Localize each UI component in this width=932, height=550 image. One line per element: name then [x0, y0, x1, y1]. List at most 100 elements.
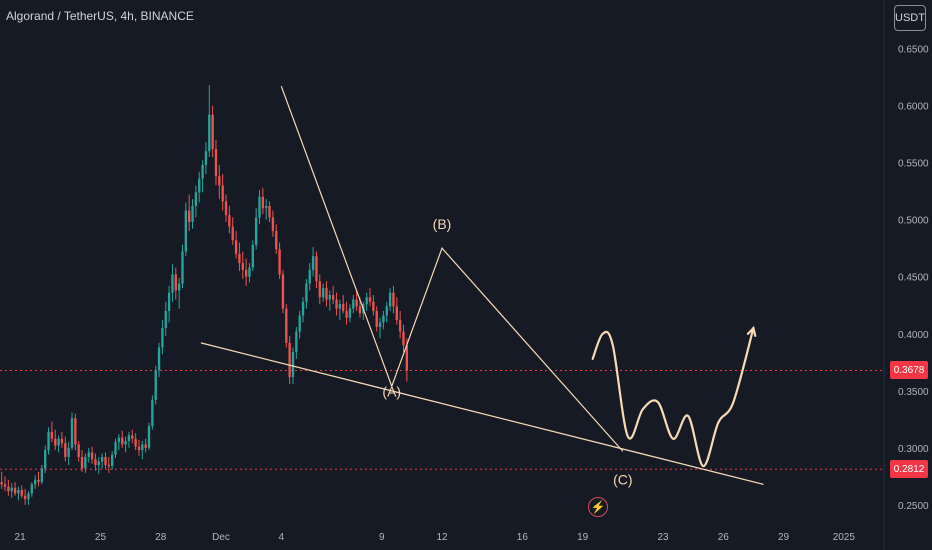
time-tick-label: 21: [15, 532, 27, 543]
candle-body: [90, 452, 94, 460]
price-tick-label: 0.4000: [898, 330, 929, 341]
candle-body: [20, 490, 23, 496]
candle-body: [57, 438, 60, 446]
candle-body: [3, 484, 7, 487]
candle-body: [388, 292, 392, 307]
candle-body: [111, 454, 114, 467]
candle-body: [345, 310, 348, 318]
candle-body: [375, 310, 378, 327]
candle-body: [221, 185, 224, 202]
candle-body: [10, 487, 13, 492]
candle-body: [164, 310, 167, 329]
candle-body: [214, 148, 218, 177]
candle-body: [141, 444, 144, 451]
candle-body: [365, 297, 368, 305]
wave-label: (C): [613, 471, 632, 487]
candle-body: [60, 438, 64, 444]
candle-body: [47, 431, 50, 451]
candle-body: [13, 487, 17, 494]
time-tick-label: 26: [718, 532, 730, 543]
candle-body: [335, 299, 338, 309]
price-tick-label: 0.5000: [898, 216, 929, 227]
candle-body: [64, 443, 67, 457]
candle-body: [94, 459, 97, 465]
candle-body: [378, 322, 382, 327]
candle-body: [33, 479, 37, 485]
candle-body: [224, 201, 228, 216]
candle-body: [167, 292, 171, 311]
candle-body: [291, 352, 295, 378]
candle-body: [147, 426, 151, 448]
candle-body: [248, 267, 251, 277]
candle-body: [238, 253, 241, 264]
candle-body: [80, 456, 84, 469]
candle-body: [301, 301, 305, 316]
candle-body: [328, 294, 331, 300]
candle-body: [348, 308, 352, 318]
candle-body: [231, 226, 234, 241]
candle-body: [308, 269, 311, 284]
currency-button[interactable]: USDT: [894, 5, 926, 31]
candle-body: [107, 464, 110, 467]
candle-body: [188, 210, 191, 222]
candle-body: [271, 217, 275, 232]
candle-body: [281, 274, 285, 309]
wave-label: (B): [433, 216, 452, 232]
candle-body: [40, 468, 44, 483]
time-tick-label: 23: [657, 532, 669, 543]
candle-body: [305, 283, 308, 302]
candle-body: [17, 490, 20, 494]
candle-body: [318, 281, 321, 298]
candle-body: [342, 304, 345, 311]
candle-body: [77, 444, 80, 457]
candle-body: [131, 435, 134, 439]
candle-body: [0, 482, 3, 485]
wave-label: (A): [382, 384, 401, 400]
abc-wave-line: [280, 85, 624, 452]
candle-body: [398, 320, 402, 332]
candle-body: [27, 493, 30, 500]
candle-body: [251, 244, 254, 268]
time-tick-label: 16: [517, 532, 529, 543]
price-tick-label: 0.6000: [898, 102, 929, 113]
candle-body: [372, 301, 375, 311]
projected-path: [591, 326, 755, 468]
candle-body: [311, 256, 315, 270]
candle-body: [151, 399, 154, 427]
candle-body: [402, 331, 405, 346]
candle-body: [161, 328, 164, 348]
candle-body: [174, 274, 177, 291]
candle-body: [244, 269, 248, 277]
candle-body: [352, 299, 355, 309]
candle-body: [268, 205, 271, 218]
price-tick-label: 0.4500: [898, 273, 929, 284]
candle-body: [395, 306, 398, 321]
candle-body: [184, 210, 188, 252]
support-trendline: [200, 342, 764, 485]
candle-body: [23, 495, 27, 500]
candle-body: [181, 251, 184, 284]
current-price-tag: 0.3678: [890, 361, 928, 380]
candle-body: [211, 114, 214, 149]
candle-body: [254, 217, 258, 245]
candle-body: [177, 283, 181, 291]
candle-body: [157, 347, 161, 371]
candle-body: [97, 461, 100, 465]
candle-body: [70, 418, 74, 448]
candle-body: [154, 370, 157, 400]
lightning-event-icon[interactable]: ⚡: [588, 497, 608, 517]
candle-body: [87, 452, 90, 457]
price-tick-label: 0.3000: [898, 444, 929, 455]
candle-body: [338, 304, 342, 309]
candle-body: [368, 297, 372, 302]
candle-body: [127, 435, 131, 441]
candle-body: [7, 486, 10, 492]
candle-body: [67, 447, 70, 457]
candle-body: [265, 205, 268, 209]
candle-body: [285, 308, 288, 343]
candle-body: [392, 292, 395, 307]
time-tick-label: 28: [155, 532, 167, 543]
support-price-tag: 0.2812: [890, 460, 928, 479]
